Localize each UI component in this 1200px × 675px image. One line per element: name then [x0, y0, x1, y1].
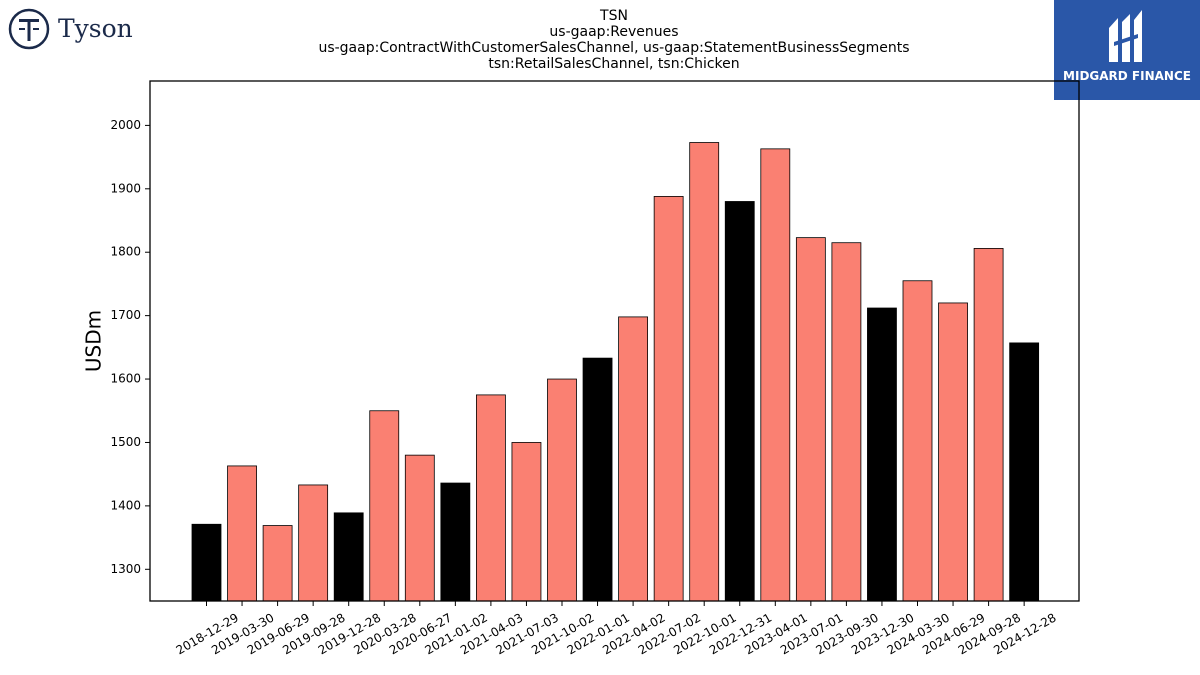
bar — [333, 512, 364, 602]
bar — [227, 465, 257, 602]
bar — [724, 201, 755, 602]
tyson-logo — [8, 8, 138, 52]
chart-title: TSNus-gaap:Revenuesus-gaap:ContractWithC… — [318, 8, 909, 72]
y-tick-label: 1500 — [110, 435, 141, 449]
y-axis: 1300 1400 1500 1600 1700 1800 1900 2000 — [110, 118, 150, 576]
bar — [440, 482, 471, 602]
bar — [973, 248, 1004, 602]
bar — [902, 280, 933, 602]
y-tick-label: 1400 — [110, 498, 141, 512]
bar — [653, 196, 684, 602]
midgard-logo-text: MIDGARD FINANCE — [1063, 69, 1191, 83]
bar — [760, 148, 791, 602]
tyson-emblem-icon — [8, 8, 50, 50]
tyson-logo-text: Tyson — [58, 14, 133, 43]
bar — [938, 302, 968, 602]
bar — [582, 357, 613, 602]
plot-frame — [149, 80, 1080, 602]
bar — [404, 454, 435, 602]
y-tick-label: 1800 — [110, 245, 141, 259]
y-tick-label: 2000 — [110, 118, 141, 132]
y-tick-label: 1300 — [110, 562, 141, 576]
y-tick-label: 1700 — [110, 308, 141, 322]
bar — [618, 316, 648, 602]
bar — [369, 410, 400, 602]
bar — [511, 442, 542, 602]
chart-title-line: us-gaap:ContractWithCustomerSalesChannel… — [318, 40, 909, 56]
chart-bars — [191, 142, 1040, 602]
chart-title-line: tsn:RetailSalesChannel, tsn:Chicken — [488, 56, 739, 72]
bar — [867, 307, 897, 602]
bar — [831, 242, 862, 602]
bar — [795, 237, 826, 602]
bar — [689, 142, 720, 602]
y-tick-label: 1900 — [110, 181, 141, 195]
chart-title-line: TSN — [599, 8, 628, 24]
bar — [1009, 342, 1040, 602]
bar — [547, 378, 577, 602]
bar — [262, 525, 293, 602]
midgard-finance-logo: MIDGARD FINANCE — [1054, 0, 1200, 100]
chart-title-line: us-gaap:Revenues — [549, 24, 678, 40]
y-axis-label: USDm — [82, 310, 106, 372]
bar — [298, 484, 329, 602]
x-axis: 2018-12-292019-03-302019-06-292019-09-28… — [174, 601, 1059, 657]
bar — [475, 394, 506, 602]
y-tick-label: 1600 — [110, 372, 141, 386]
midgard-emblem-icon — [1109, 10, 1142, 62]
bar — [191, 523, 222, 602]
